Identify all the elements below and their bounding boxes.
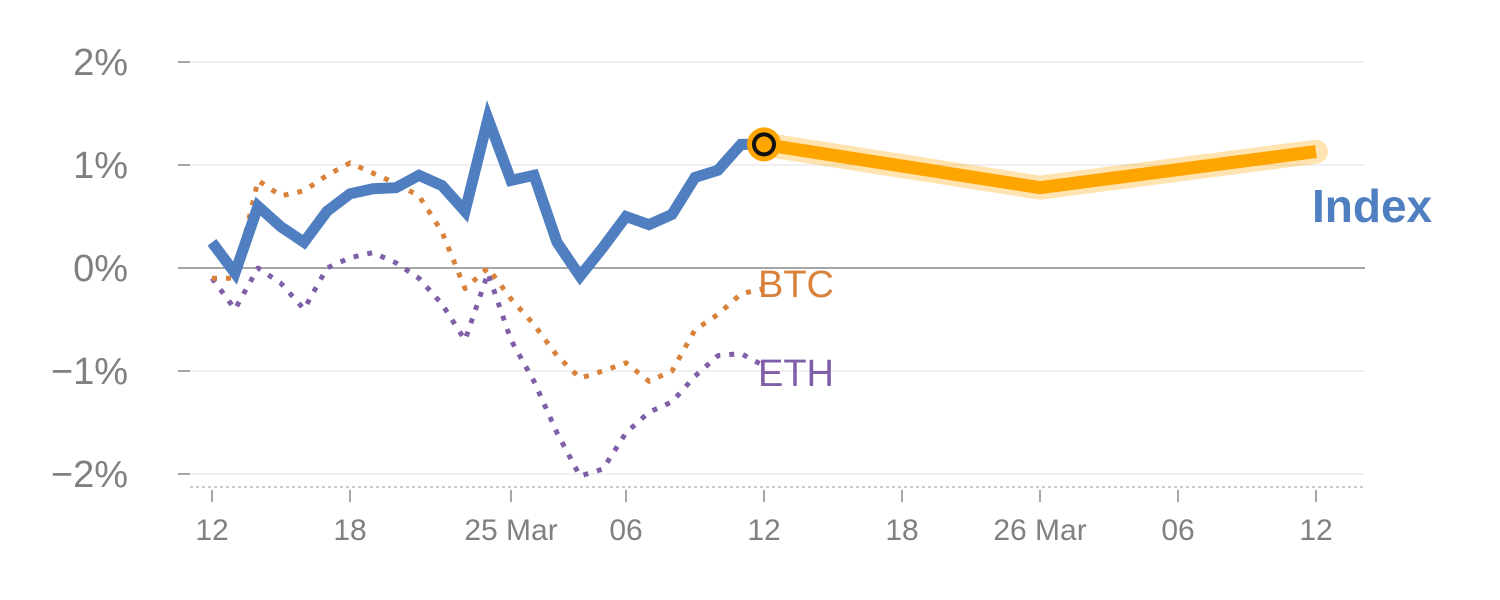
x-tick-label-1: 18 (333, 514, 366, 547)
y-tick-label-2: 0% (73, 248, 128, 290)
x-tick-label-7: 06 (1161, 514, 1194, 547)
series-label-eth: ETH (758, 353, 834, 395)
x-tick-label-5: 18 (885, 514, 918, 547)
x-tick-label-8: 12 (1299, 514, 1332, 547)
series-label-btc: BTC (758, 264, 834, 306)
y-tick-label-3: −1% (51, 351, 128, 393)
series-layer (207, 100, 1328, 479)
y-tick-label-4: −2% (51, 454, 128, 496)
x-tick-label-3: 06 (609, 514, 642, 547)
current-point-marker (752, 132, 776, 157)
series-label-index: Index (1312, 180, 1433, 232)
series-line-index-forecast (762, 137, 1317, 195)
y-axis-ticks: 2% 1% 0% −1% −2% (51, 42, 190, 496)
series-line-index-solid (207, 100, 764, 286)
x-axis: 12 18 25 Mar 06 12 18 26 Mar 06 12 (190, 486, 1365, 547)
series-line-eth-dotted (209, 250, 766, 479)
series-line-btc-dotted (212, 160, 765, 384)
x-tick-label-2: 25 Mar (464, 514, 557, 547)
y-tick-label-0: 2% (73, 42, 128, 84)
x-tick-label-4: 12 (747, 514, 780, 547)
y-tick-label-1: 1% (73, 145, 128, 187)
x-tick-label-0: 12 (195, 514, 228, 547)
x-tick-label-6: 26 Mar (993, 514, 1086, 547)
